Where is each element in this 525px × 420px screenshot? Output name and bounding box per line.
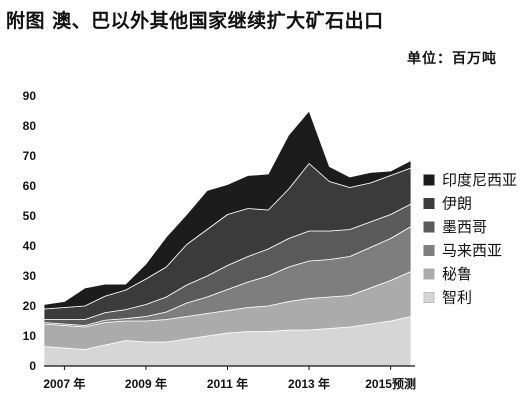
legend-swatch xyxy=(423,292,435,303)
legend-label: 墨西哥 xyxy=(442,218,487,236)
x-tick-label: 2007 年 xyxy=(43,376,85,391)
legend-swatch xyxy=(423,268,435,280)
x-tick-label: 2015预测 xyxy=(365,376,416,391)
legend-label: 印度尼西亚 xyxy=(442,171,517,189)
x-tick-label: 2011 年 xyxy=(207,376,248,391)
legend-label: 秘鲁 xyxy=(442,265,472,283)
y-tick-label: 90 xyxy=(23,89,37,103)
x-tick-label: 2009 年 xyxy=(125,376,167,391)
legend-swatch xyxy=(423,221,435,233)
axes: 0 10 20 30 40 50 60 70 80 90 2007 年 2009 年 2011 年 201… xyxy=(23,89,416,391)
legend-swatch xyxy=(423,198,435,209)
legend-swatch xyxy=(423,174,435,186)
y-tick-label: 20 xyxy=(23,299,37,313)
unit-label: 单位：百万吨 xyxy=(407,51,497,67)
x-tick-label: 2013 年 xyxy=(288,376,330,391)
y-tick-label: 50 xyxy=(23,209,37,223)
area-series-6 xyxy=(43,110,412,310)
chart-title: 附图 澳、巴以外其他国家继续扩大矿石出口 xyxy=(6,10,384,32)
y-tick-label: 40 xyxy=(23,239,37,253)
y-tick-label: 0 xyxy=(29,359,36,373)
legend-label: 智利 xyxy=(442,289,472,307)
y-tick-label: 70 xyxy=(23,149,37,163)
y-tick-label: 80 xyxy=(23,119,37,133)
area-layers xyxy=(43,110,412,367)
y-tick-label: 10 xyxy=(23,329,37,343)
y-tick-label: 30 xyxy=(23,269,37,283)
y-tick-label: 60 xyxy=(23,179,37,193)
legend-swatch xyxy=(423,245,435,256)
legend-label: 伊朗 xyxy=(442,195,472,213)
legend-label: 马来西亚 xyxy=(442,242,502,260)
